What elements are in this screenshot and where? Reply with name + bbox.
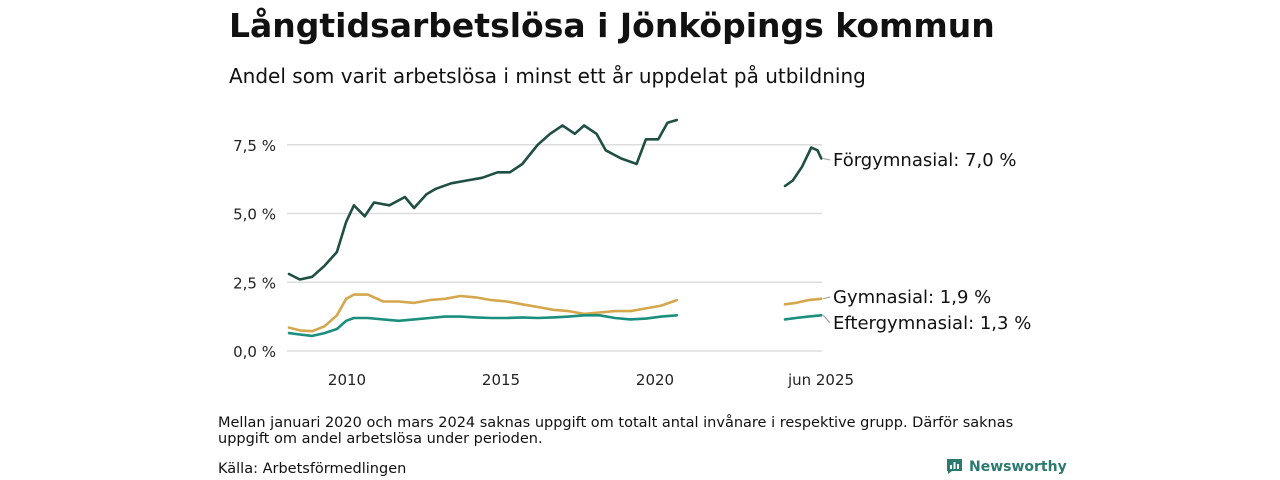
series-line-gymnasial [287, 293, 679, 333]
chart-subtitle: Andel som varit arbetslösa i minst ett å… [229, 64, 866, 88]
x-tick-label: jun 2025 [787, 371, 854, 389]
x-tick-label: 2015 [482, 371, 520, 389]
bar-chart-icon [947, 459, 962, 474]
label-connector [823, 296, 831, 300]
y-tick-label: 0,0 % [233, 343, 276, 361]
series-line-gymnasial [783, 297, 823, 306]
series-line-eftergymnasial [783, 314, 823, 321]
series-end-label: Förgymnasial: 7,0 % [833, 150, 1017, 171]
line-chart: 0,0 % 2,5 % 5,0 % 7,5 % 2010 2015 2020 jun 2025… [233, 118, 1031, 389]
label-connector [822, 314, 831, 324]
newsworthy-logo[interactable]: Newsworthy [946, 458, 1067, 475]
chart-source: Källa: Arbetsförmedlingen [218, 461, 407, 477]
series-end-label: Eftergymnasial: 1,3 % [833, 313, 1031, 334]
series-line-förgymnasial [287, 118, 679, 281]
y-tick-label: 7,5 % [233, 137, 276, 155]
label-connector [823, 158, 831, 161]
chart-note: Mellan januari 2020 och mars 2024 saknas… [218, 415, 1014, 447]
y-tick-label: 5,0 % [233, 206, 276, 224]
series-line-förgymnasial [783, 146, 823, 188]
chart-title: Långtidsarbetslösa i Jönköpings kommun [229, 6, 995, 45]
logo-text: Newsworthy [969, 458, 1067, 475]
x-tick-label: 2010 [328, 371, 366, 389]
series-end-label: Gymnasial: 1,9 % [833, 287, 991, 308]
y-tick-label: 2,5 % [233, 274, 276, 292]
series-line-eftergymnasial [287, 314, 679, 338]
x-tick-label: 2020 [636, 371, 674, 389]
